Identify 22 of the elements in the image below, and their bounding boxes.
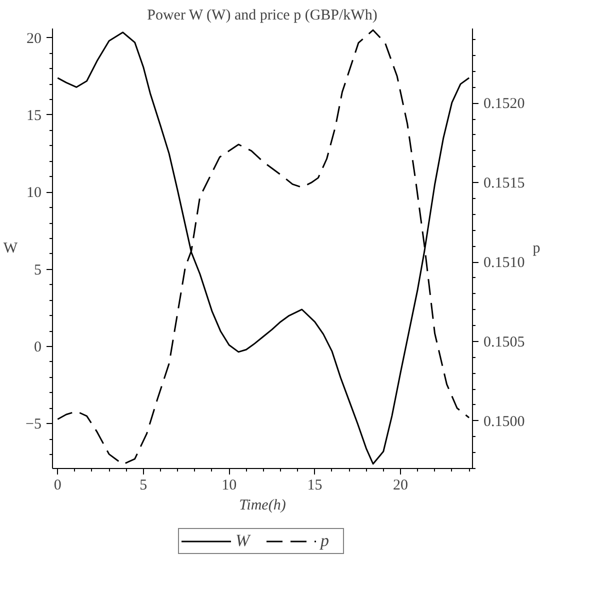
y-tick-label: −5 [26, 416, 42, 433]
y-tick-label: 10 [26, 185, 42, 202]
y2-tick-label: 0.1500 [484, 414, 525, 430]
y2-tick-label: 0.1510 [484, 255, 525, 271]
legend-label: p [320, 531, 330, 551]
x-tick-label: 10 [222, 478, 237, 494]
y2-tick-label: 0.1520 [484, 96, 525, 112]
y2-tick-label: 0.1515 [484, 176, 525, 192]
x-axis-title: Time(h) [239, 498, 286, 514]
y-tick-label: 15 [26, 108, 42, 124]
chart-title: Power W (W) and price p (GBP/kWh) [147, 8, 378, 24]
x-tick-label: 5 [140, 478, 148, 494]
y-tick-label: 20 [26, 30, 42, 47]
y-tick-label: 0 [34, 340, 42, 356]
x-tick-label: 0 [54, 478, 62, 494]
x-tick-label: 15 [307, 478, 322, 494]
y2-tick-label: 0.1505 [484, 334, 525, 350]
y-axis-title: W [3, 240, 18, 256]
y-tick-label: 5 [34, 262, 42, 278]
y2-axis-title: p [532, 240, 540, 256]
x-tick-label: 20 [393, 478, 408, 494]
legend-label: W [236, 531, 252, 551]
